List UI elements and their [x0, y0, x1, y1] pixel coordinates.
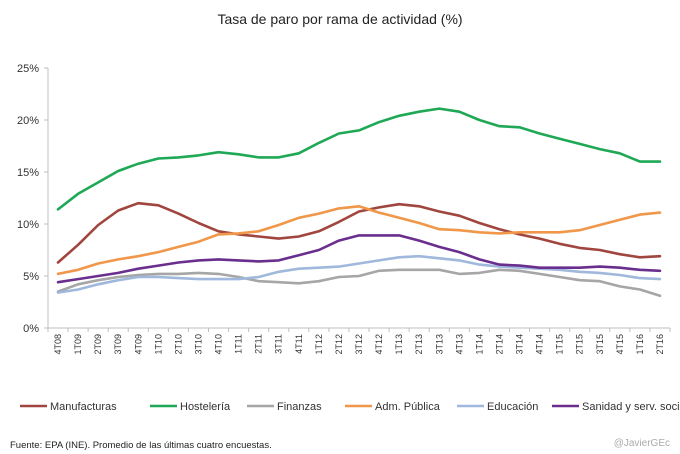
x-tick-label: 1T15: [555, 334, 565, 355]
legend-label: Educación: [487, 401, 538, 413]
legend-item: Sanidad y serv. sociales: [552, 401, 680, 413]
legend-label: Manufacturas: [50, 401, 117, 413]
x-tick-label: 2T12: [334, 334, 344, 355]
x-tick-label: 3T09: [113, 334, 123, 355]
x-tick-label: 3T13: [434, 334, 444, 355]
chart-title: Tasa de paro por rama de actividad (%): [217, 11, 462, 27]
author-credit: @JavierGEc: [614, 438, 670, 449]
x-tick-label: 3T12: [354, 334, 364, 355]
x-tick-label: 3T10: [193, 334, 203, 355]
x-tick-label: 1T11: [234, 334, 244, 354]
legend-label: Adm. Pública: [375, 401, 441, 413]
x-tick-label: 1T12: [314, 334, 324, 355]
y-tick-label: 5%: [23, 271, 39, 283]
legend-label: Sanidad y serv. sociales: [582, 401, 680, 413]
series-line-6: [56, 234, 662, 284]
x-tick-label: 1T09: [73, 334, 83, 355]
x-tick-label: 2T09: [93, 334, 103, 355]
series-line-5: [56, 254, 662, 294]
x-tick-label: 3T15: [595, 334, 605, 355]
x-tick-label: 4T15: [615, 334, 625, 355]
x-tick-label: 3T14: [515, 334, 525, 355]
legend-label: Finanzas: [277, 401, 322, 413]
x-tick-label: 1T10: [153, 334, 163, 355]
x-tick-label: 4T11: [294, 334, 304, 354]
series-line-3: [56, 268, 662, 298]
x-tick-label: 1T13: [394, 334, 404, 355]
x-tick-label: 1T14: [474, 334, 484, 355]
y-axis: 0% 5% 10% 15% 20% 25%: [17, 63, 49, 335]
y-tick-label: 10%: [17, 219, 39, 231]
y-tick-label: 25%: [17, 63, 39, 75]
legend-item: Educación: [457, 401, 538, 413]
x-tick-label: 2T14: [494, 334, 504, 355]
x-tick-label: 2T13: [414, 334, 424, 355]
legend-label: Hostelería: [180, 401, 231, 413]
x-tick-label: 2T10: [173, 334, 183, 355]
x-tick-label: 4T10: [214, 334, 224, 355]
x-tick-label: 4T12: [374, 334, 384, 355]
y-tick-label: 0%: [23, 323, 39, 335]
x-tick-label: 2T15: [575, 334, 585, 355]
legend-item: Finanzas: [247, 401, 322, 413]
legend-item: Hostelería: [150, 401, 231, 413]
y-tick-label: 20%: [17, 115, 39, 127]
x-tick-label: 4T09: [133, 334, 143, 355]
y-tick-label: 15%: [17, 167, 39, 179]
x-tick-label: 4T13: [454, 334, 464, 355]
series-lines: [56, 107, 662, 298]
x-tick-label: 4T14: [535, 334, 545, 355]
x-axis: 4T08 1T09 2T09 3T09 4T09 1T10 2T10 3T10 4T10 1T11…: [47, 327, 671, 355]
series-line-4: [56, 205, 662, 276]
series-line-2: [56, 107, 662, 211]
x-tick-label: 1T16: [635, 334, 645, 355]
legend-item: Manufacturas: [20, 401, 117, 413]
legend-item: Adm. Pública: [345, 401, 441, 413]
x-tick-label: 4T08: [53, 334, 63, 355]
x-tick-label: 2T16: [655, 334, 665, 355]
x-tick-label: 3T11: [274, 334, 284, 354]
x-tick-label: 2T11: [254, 334, 264, 354]
source-note: Fuente: EPA (INE). Promedio de las últim…: [10, 440, 272, 451]
legend: Manufacturas Hostelería Finanzas Adm. Públi…: [20, 401, 680, 413]
series-line-1: [56, 201, 662, 264]
